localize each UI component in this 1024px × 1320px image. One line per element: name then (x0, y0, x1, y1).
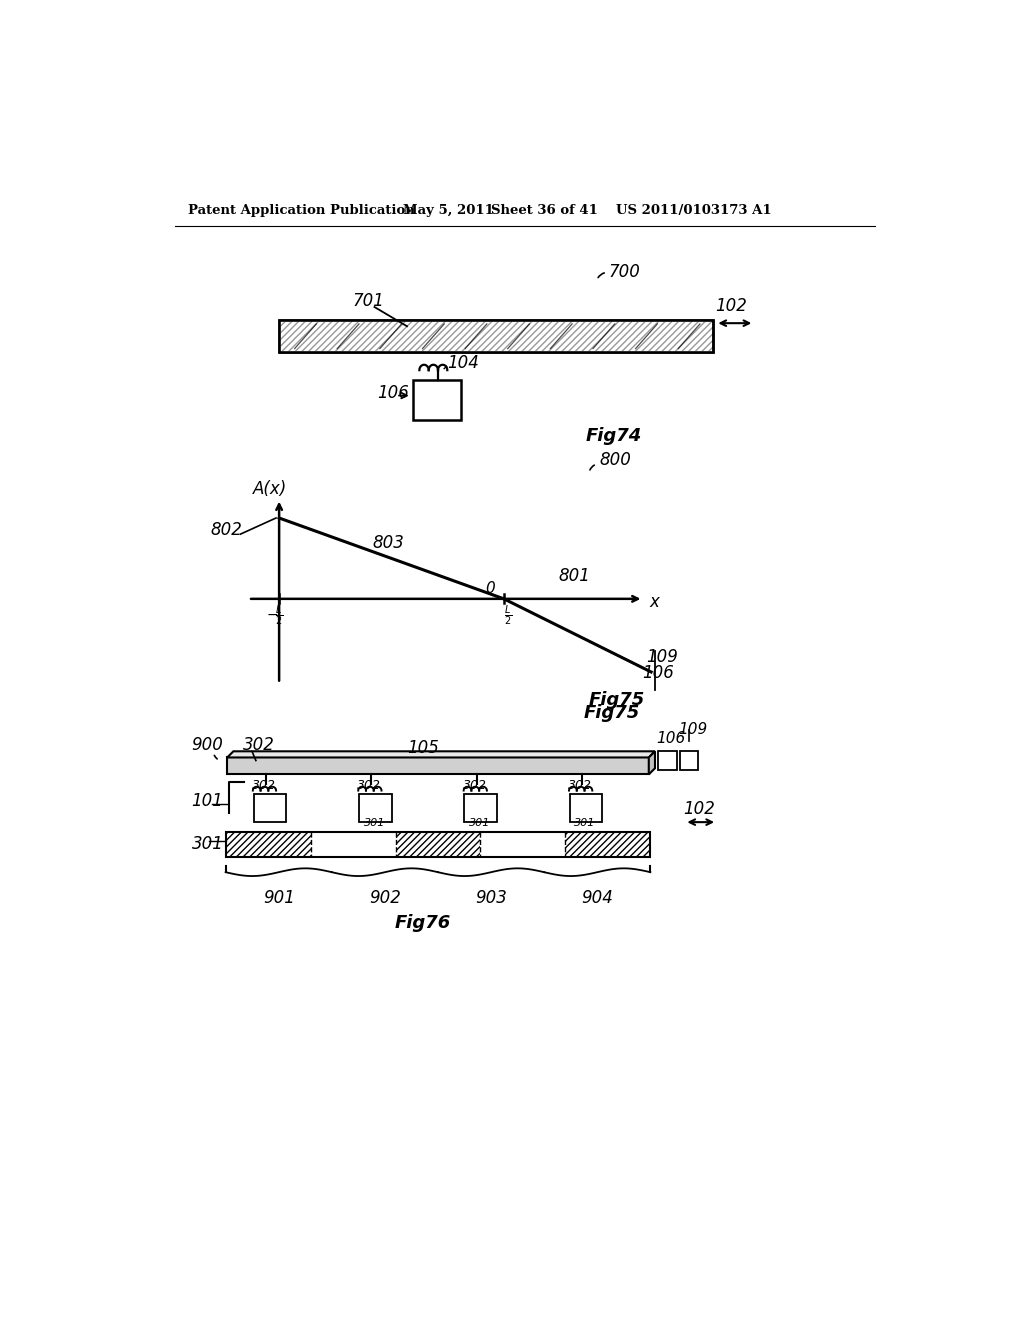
Text: 105: 105 (407, 739, 439, 758)
Bar (569, 795, 602, 822)
Text: 903: 903 (475, 890, 507, 907)
Text: 904: 904 (582, 890, 613, 907)
Text: 302: 302 (357, 779, 382, 792)
Text: 101: 101 (191, 792, 223, 810)
Polygon shape (649, 751, 655, 775)
Text: Patent Application Publication: Patent Application Publication (188, 205, 415, 218)
Text: US 2011/0103173 A1: US 2011/0103173 A1 (616, 205, 772, 218)
Bar (680, 751, 698, 770)
Text: 302: 302 (463, 779, 486, 792)
Bar (254, 795, 286, 822)
Text: 900: 900 (191, 737, 223, 754)
Text: 102: 102 (716, 297, 748, 315)
Bar (225, 832, 310, 857)
Bar (565, 832, 650, 857)
Polygon shape (227, 751, 655, 758)
Text: Sheet 36 of 41: Sheet 36 of 41 (490, 205, 598, 218)
Bar (280, 321, 713, 351)
Text: 301: 301 (469, 818, 490, 828)
Bar (658, 751, 677, 770)
Text: 301: 301 (364, 818, 385, 828)
Text: x: x (649, 593, 659, 611)
Bar (227, 758, 649, 775)
Text: 803: 803 (372, 535, 404, 552)
Text: $-\!\frac{L}{2}$: $-\!\frac{L}{2}$ (266, 603, 284, 628)
Text: 801: 801 (558, 566, 590, 585)
Text: 800: 800 (599, 451, 631, 469)
Bar (465, 795, 497, 822)
Text: 106: 106 (378, 384, 410, 403)
Text: 102: 102 (683, 800, 715, 818)
Text: May 5, 2011: May 5, 2011 (403, 205, 494, 218)
Text: 302: 302 (243, 737, 274, 754)
Text: 700: 700 (608, 264, 640, 281)
Text: $\frac{L}{2}$: $\frac{L}{2}$ (504, 603, 512, 628)
Text: Fig76: Fig76 (394, 913, 451, 932)
Text: 302: 302 (252, 779, 276, 792)
Text: 109: 109 (646, 648, 678, 667)
Bar (280, 321, 713, 352)
Text: 901: 901 (263, 890, 295, 907)
Text: A(x): A(x) (253, 480, 287, 499)
Bar (359, 795, 391, 822)
Text: 109: 109 (678, 722, 708, 738)
Bar (225, 832, 650, 857)
Text: 106: 106 (642, 664, 674, 681)
Text: 302: 302 (568, 779, 592, 792)
Text: 301: 301 (191, 836, 223, 854)
Text: 802: 802 (211, 520, 243, 539)
Text: 301: 301 (574, 818, 596, 828)
Text: Fig75: Fig75 (584, 704, 640, 722)
Text: 104: 104 (447, 354, 479, 372)
Text: Fig75: Fig75 (589, 692, 644, 709)
Text: Fig74: Fig74 (586, 426, 641, 445)
Text: 902: 902 (369, 890, 400, 907)
Text: 106: 106 (656, 731, 686, 747)
Text: 701: 701 (352, 292, 385, 310)
Bar (280, 321, 713, 352)
Bar (395, 832, 480, 857)
Text: 0: 0 (485, 581, 495, 595)
Bar (414, 380, 461, 420)
